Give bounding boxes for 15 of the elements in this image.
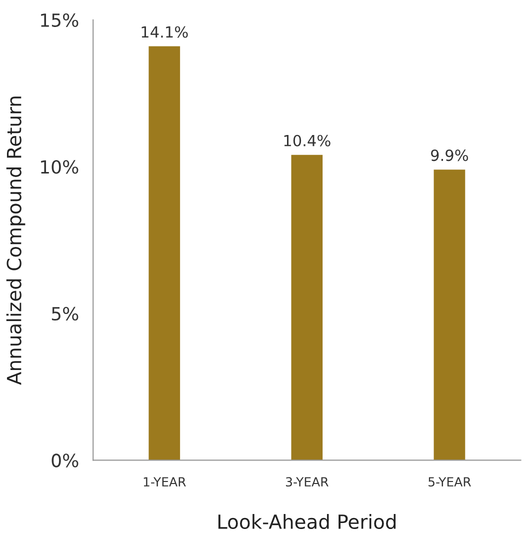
y-tick-label: 15% <box>41 13 78 27</box>
bar <box>291 154 323 460</box>
y-tick-label: 0% <box>52 454 78 468</box>
y-tick-label: 10% <box>41 160 78 174</box>
bar <box>148 46 180 460</box>
x-tick-label: 3-YEAR <box>286 477 328 487</box>
x-tick-label: 1-YEAR <box>144 477 186 486</box>
x-axis-title: Look-Ahead Period <box>218 514 396 530</box>
data-label: 9.9% <box>431 150 468 162</box>
bar <box>434 170 466 460</box>
x-tick-label: 5-YEAR <box>428 477 471 487</box>
y-tick-label: 5% <box>52 306 78 321</box>
data-label: 10.4% <box>284 134 330 146</box>
y-axis-title: Annualized Compound Return <box>6 96 26 385</box>
data-label: 14.1% <box>142 26 188 38</box>
